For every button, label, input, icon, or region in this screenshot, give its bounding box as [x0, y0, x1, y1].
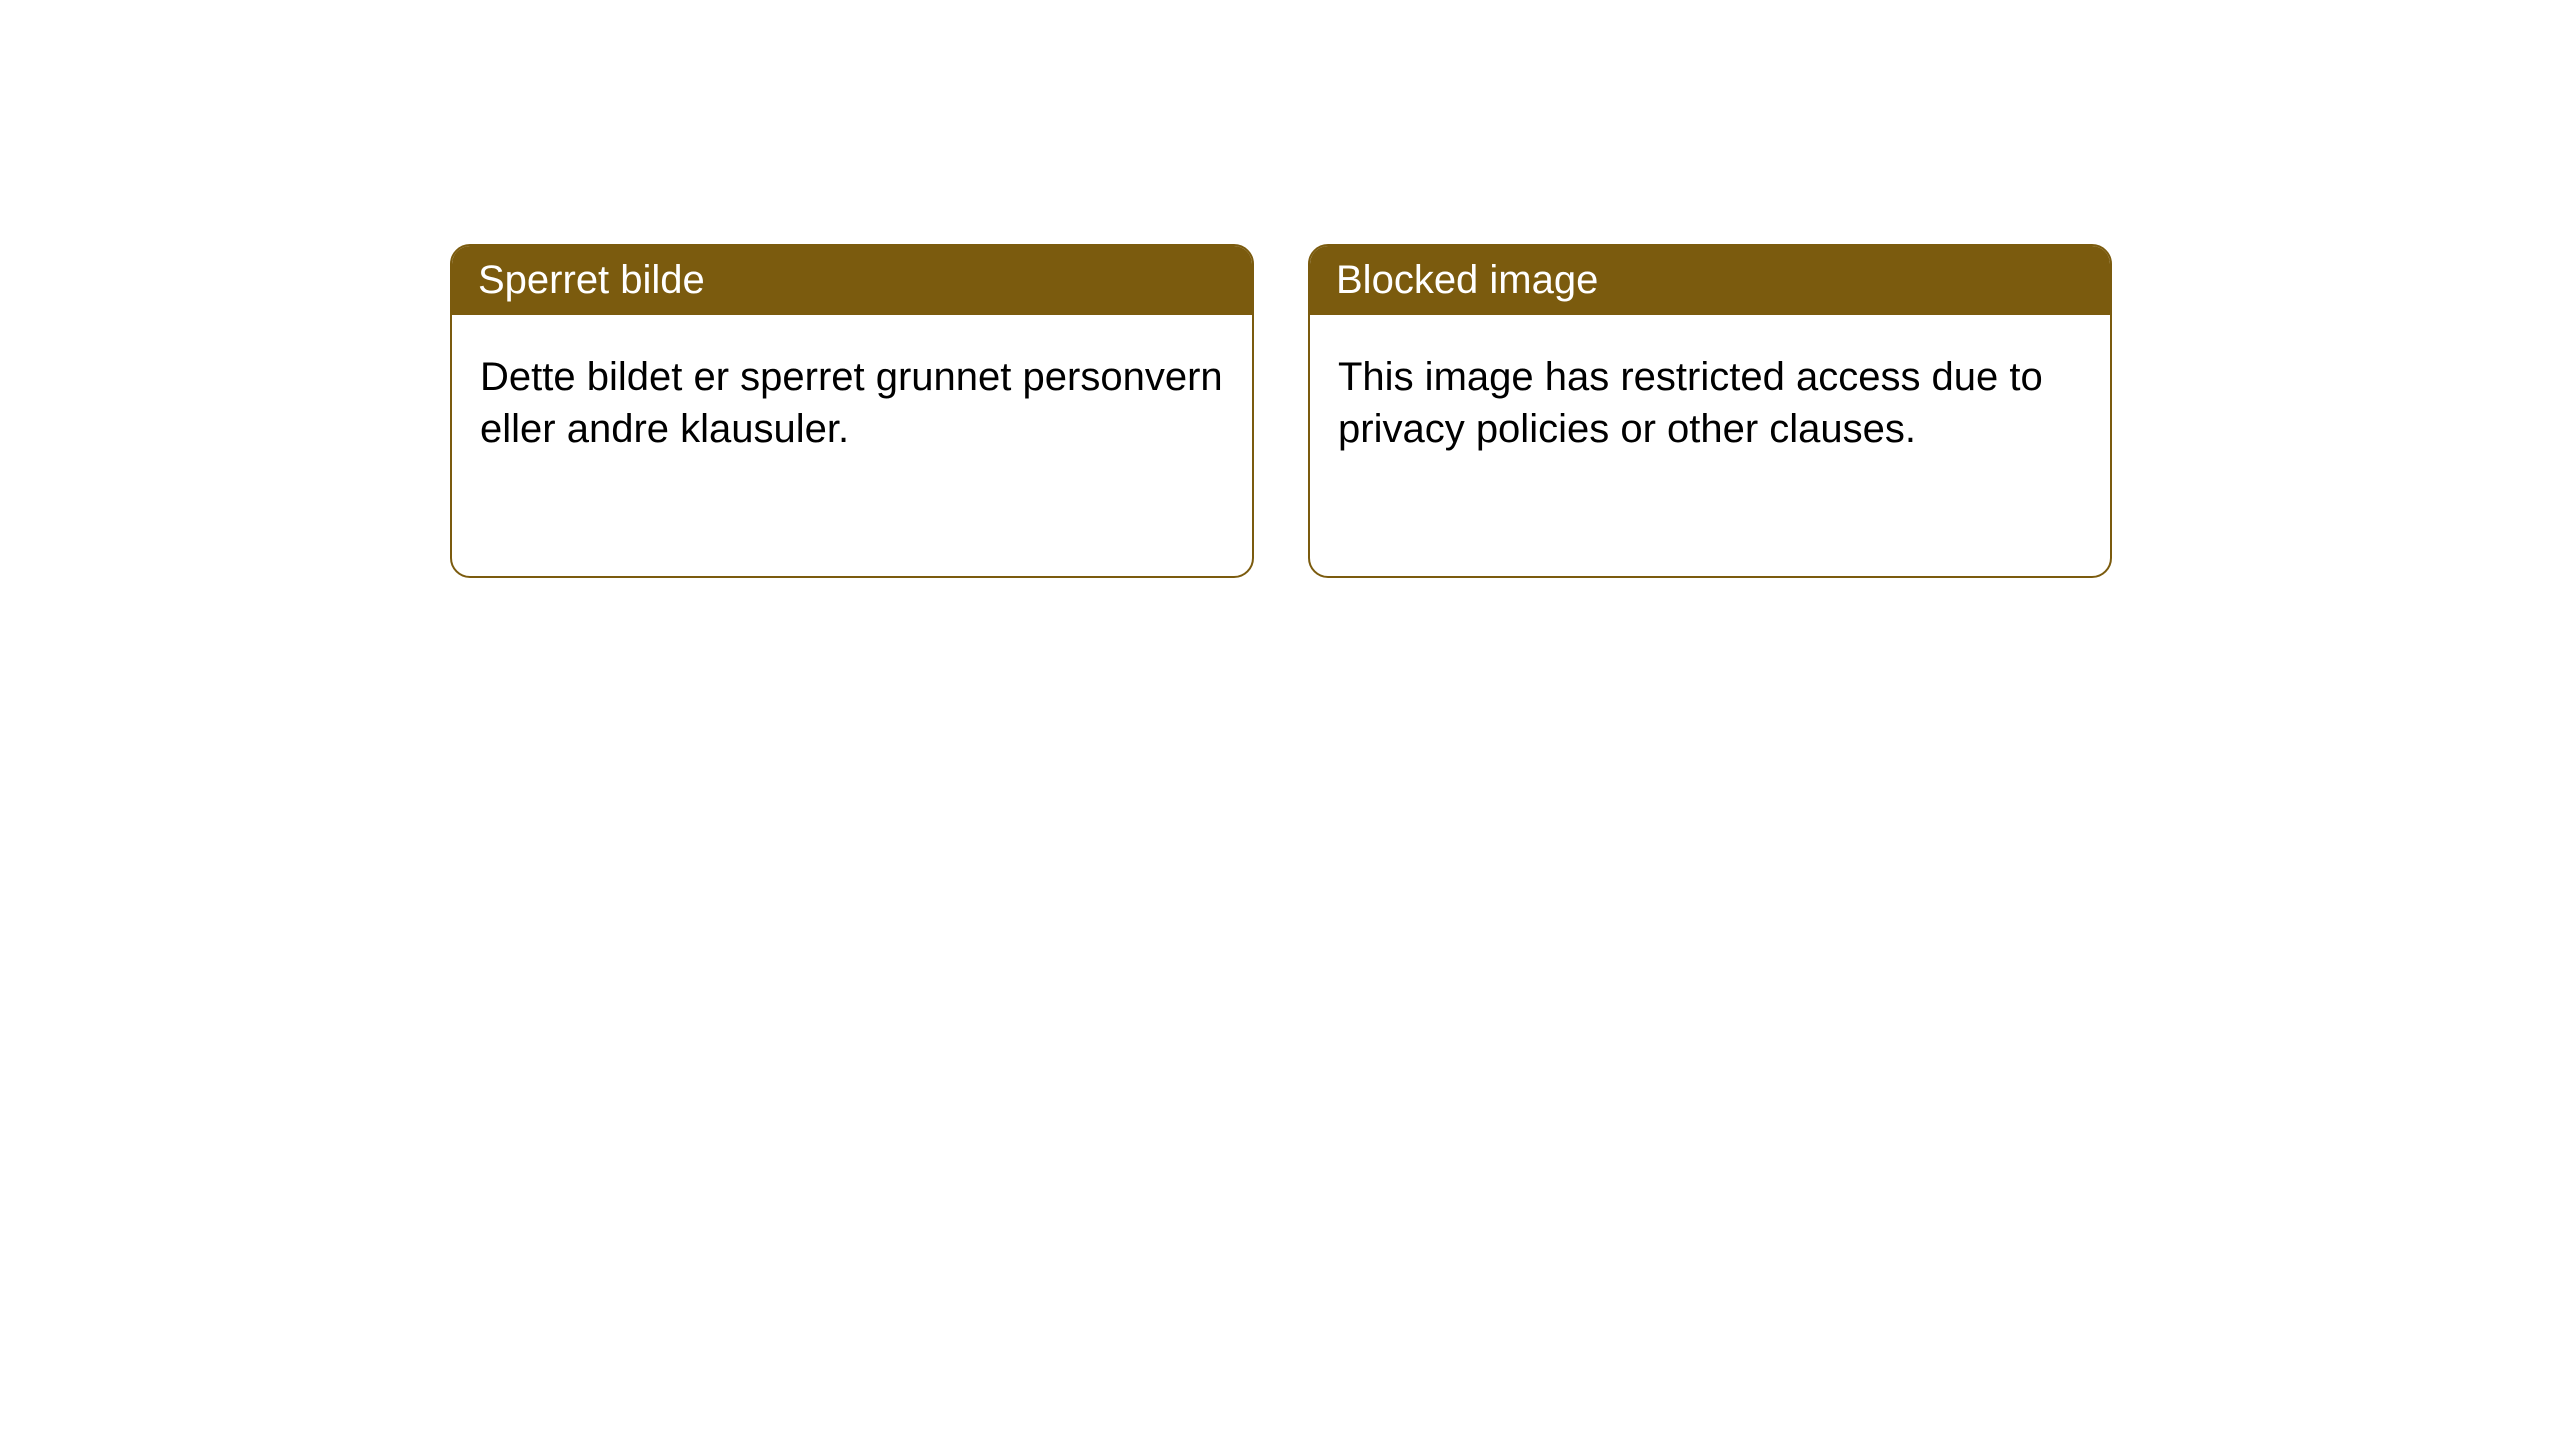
card-body-en: This image has restricted access due to … [1310, 315, 2110, 491]
notice-cards-container: Sperret bilde Dette bildet er sperret gr… [0, 0, 2560, 578]
card-header-en: Blocked image [1310, 246, 2110, 315]
card-body-no: Dette bildet er sperret grunnet personve… [452, 315, 1252, 491]
blocked-image-card-en: Blocked image This image has restricted … [1308, 244, 2112, 578]
blocked-image-card-no: Sperret bilde Dette bildet er sperret gr… [450, 244, 1254, 578]
card-header-no: Sperret bilde [452, 246, 1252, 315]
